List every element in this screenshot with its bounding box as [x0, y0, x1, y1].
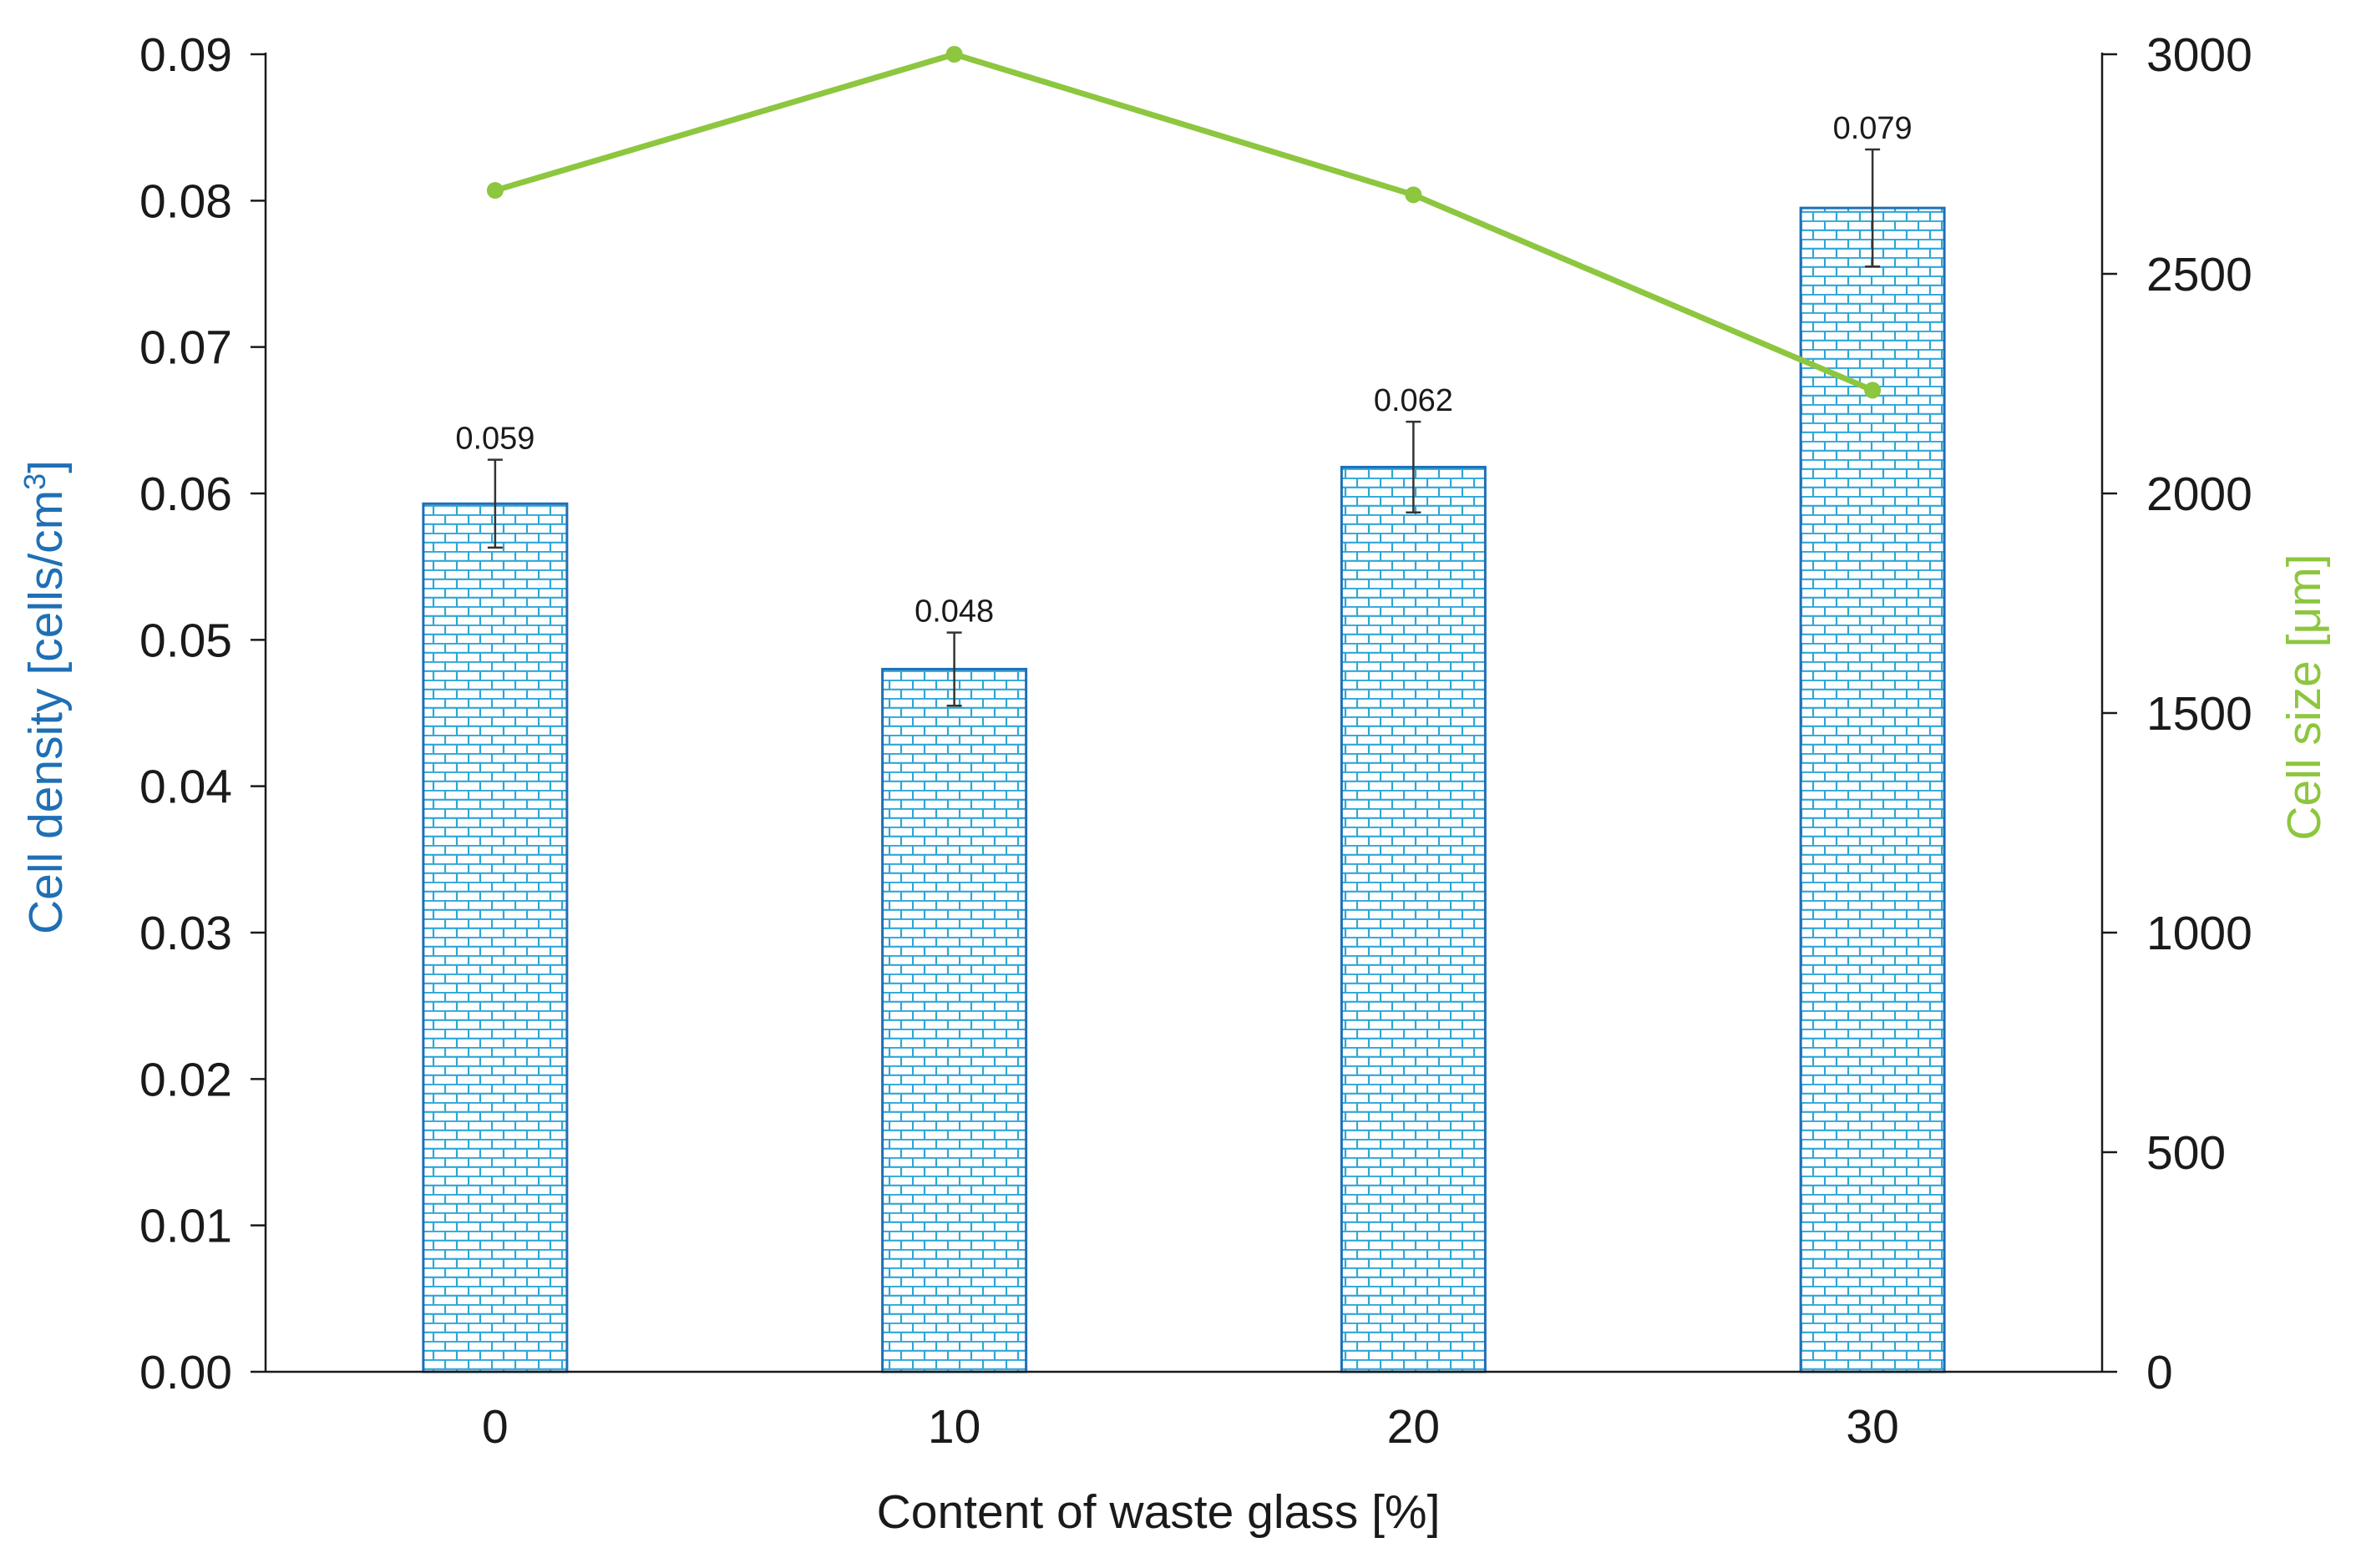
labels-layer: 0.059 0.048 0.062 0.079	[455, 111, 1912, 630]
right-tick-label: 1000	[2146, 907, 2252, 960]
right-tick-label: 500	[2146, 1126, 2226, 1180]
cell-size-point-30	[1864, 382, 1882, 399]
left-tick-label: 0.09	[139, 28, 232, 82]
right-tick-label: 0	[2146, 1346, 2173, 1399]
left-axis-title-tail: ]	[19, 460, 73, 473]
x-tick-label-20: 20	[1387, 1400, 1440, 1454]
data-label-0: 0.059	[455, 422, 535, 457]
cell-size-line	[492, 51, 1876, 393]
left-tick-label: 0.02	[139, 1053, 232, 1106]
bar-30	[1799, 206, 1946, 1373]
left-axis-title-superscript: 3	[18, 473, 52, 490]
right-tick-label: 3000	[2146, 28, 2252, 82]
left-tick-label: 0.01	[139, 1200, 232, 1253]
data-label-10: 0.048	[915, 594, 994, 630]
cell-size-point-20	[1405, 186, 1422, 204]
x-tick-label-0: 0	[482, 1400, 509, 1454]
right-tick-label: 1500	[2146, 687, 2252, 741]
cell-size-point-0	[486, 182, 504, 200]
left-tick-label: 0.05	[139, 614, 232, 667]
left-tick-label: 0.08	[139, 175, 232, 228]
right-tick-label: 2500	[2146, 248, 2252, 301]
left-tick-label: 0.03	[139, 907, 232, 960]
data-label-30: 0.079	[1833, 111, 1913, 146]
left-axis-title-main: Cell density [cells/cm	[19, 490, 73, 934]
x-axis-title: Content of waste glass [%]	[877, 1485, 1441, 1539]
cell-size-line-layer	[486, 46, 1882, 399]
bars-layer	[422, 206, 1946, 1373]
right-axis-title: Cell size [μm]	[2277, 554, 2331, 840]
x-tick-label-30: 30	[1846, 1400, 1898, 1454]
left-tick-label: 0.00	[139, 1346, 232, 1399]
cell-size-point-10	[945, 46, 963, 63]
bar-10	[881, 667, 1028, 1373]
left-tick-label: 0.06	[139, 468, 232, 521]
bar-20	[1340, 465, 1487, 1373]
left-axis-title: Cell density [cells/cm3]	[18, 460, 73, 934]
left-tick-label: 0.07	[139, 321, 232, 375]
left-tick-label: 0.04	[139, 761, 232, 814]
error-bars-layer	[487, 148, 1881, 707]
axes-layer: 0.00 0.01 0.02 0.03 0.04 0.05 0.06 0.07 0.08 0.09…	[139, 28, 2252, 1454]
data-label-20: 0.062	[1374, 383, 1453, 418]
bar-0	[422, 502, 569, 1373]
right-tick-label: 2000	[2146, 468, 2252, 521]
x-tick-label-10: 10	[928, 1400, 980, 1454]
